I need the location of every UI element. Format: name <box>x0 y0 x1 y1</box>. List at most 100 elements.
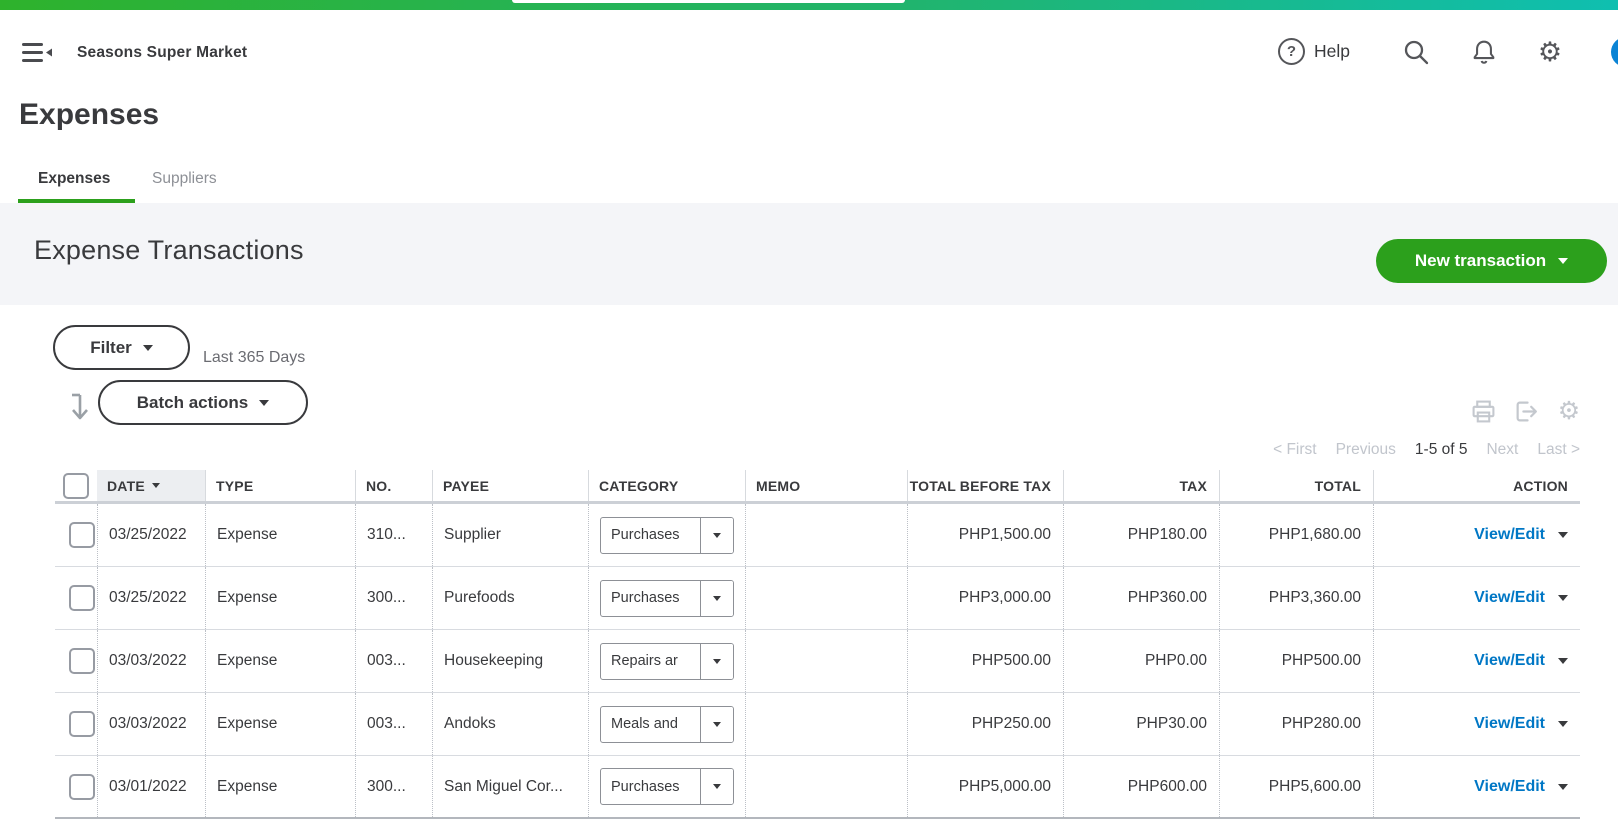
column-header-date[interactable]: DATE <box>97 470 205 501</box>
cell-tax: PHP30.00 <box>1063 693 1219 755</box>
page-title: Expenses <box>19 98 160 131</box>
table-row: 03/03/2022 Expense 003... Andoks Meals a… <box>55 693 1580 756</box>
category-dropdown-icon[interactable] <box>700 517 733 553</box>
cell-total: PHP5,600.00 <box>1219 756 1373 817</box>
pagination-last[interactable]: Last > <box>1537 441 1580 458</box>
expense-table: DATE TYPE NO. PAYEE CATEGORY MEMO TOTAL … <box>55 470 1580 819</box>
column-header-action: ACTION <box>1373 470 1580 501</box>
cell-memo <box>745 630 907 692</box>
category-value: Purchases <box>611 778 680 795</box>
category-value: Repairs ar <box>611 653 678 669</box>
category-value: Purchases <box>611 527 680 543</box>
category-value: Meals and <box>611 716 678 732</box>
view-edit-link[interactable]: View/Edit <box>1474 526 1545 543</box>
category-select[interactable]: Purchases <box>600 579 734 617</box>
action-dropdown-icon[interactable] <box>1558 658 1568 664</box>
table-row: 03/01/2022 Expense 300... San Miguel Cor… <box>55 756 1580 819</box>
cell-date: 03/25/2022 <box>97 567 205 629</box>
tab-bar: Expenses Suppliers <box>0 168 1618 203</box>
tab-suppliers[interactable]: Suppliers <box>152 170 217 187</box>
action-dropdown-icon[interactable] <box>1558 595 1568 601</box>
cell-tax: PHP600.00 <box>1063 756 1219 817</box>
print-icon[interactable] <box>1470 398 1496 424</box>
row-checkbox[interactable] <box>68 773 95 800</box>
view-edit-link[interactable]: View/Edit <box>1474 715 1545 732</box>
cell-total: PHP280.00 <box>1219 693 1373 755</box>
notifications-bell-icon[interactable] <box>1470 38 1498 66</box>
table-settings-gear-icon[interactable]: ⚙ <box>1557 396 1581 425</box>
column-header-tax: TAX <box>1063 470 1219 501</box>
cell-type: Expense <box>205 630 355 692</box>
category-select[interactable]: Purchases <box>600 516 734 554</box>
cell-total-before-tax: PHP5,000.00 <box>907 756 1063 817</box>
help-icon: ? <box>1278 38 1305 65</box>
row-checkbox[interactable] <box>68 711 95 737</box>
column-header-no: NO. <box>355 470 432 501</box>
cell-action: View/Edit <box>1373 756 1580 817</box>
avatar[interactable] <box>1611 37 1618 67</box>
chevron-down-icon <box>259 399 270 406</box>
category-select[interactable]: Purchases <box>600 768 734 805</box>
batch-actions-button[interactable]: Batch actions <box>98 380 308 425</box>
action-dropdown-icon[interactable] <box>1558 721 1568 727</box>
cell-memo <box>745 693 907 755</box>
export-icon[interactable] <box>1513 398 1539 424</box>
cell-type: Expense <box>205 504 355 566</box>
pagination-next[interactable]: Next <box>1486 441 1519 458</box>
filter-label: Filter <box>90 337 132 357</box>
view-edit-link[interactable]: View/Edit <box>1474 589 1545 606</box>
row-checkbox[interactable] <box>68 522 95 548</box>
category-select[interactable]: Repairs ar <box>600 642 734 680</box>
cell-no: 310... <box>355 504 432 566</box>
cell-date: 03/01/2022 <box>97 756 205 817</box>
pagination-previous[interactable]: Previous <box>1335 441 1396 458</box>
table-header-row: DATE TYPE NO. PAYEE CATEGORY MEMO TOTAL … <box>55 470 1580 504</box>
select-all-checkbox[interactable] <box>63 472 89 499</box>
cell-total-before-tax: PHP250.00 <box>907 693 1063 755</box>
cell-no: 003... <box>355 630 432 692</box>
topbar: Seasons Super Market ? Help ⚙ <box>0 10 1618 78</box>
cell-total-before-tax: PHP500.00 <box>907 630 1063 692</box>
cell-payee: San Miguel Cor... <box>432 756 588 817</box>
cell-payee: Andoks <box>432 693 588 755</box>
cell-type: Expense <box>205 693 355 755</box>
view-edit-link[interactable]: View/Edit <box>1474 652 1545 669</box>
row-checkbox[interactable] <box>68 648 95 674</box>
batch-actions-label: Batch actions <box>136 392 249 412</box>
section-title: Expense Transactions <box>34 235 304 265</box>
cell-total: PHP3,360.00 <box>1219 567 1373 629</box>
search-icon[interactable] <box>1402 38 1430 66</box>
new-transaction-label: New transaction <box>1414 251 1547 270</box>
filter-button[interactable]: Filter <box>53 325 190 370</box>
help-label: Help <box>1314 41 1350 61</box>
cell-total-before-tax: PHP3,000.00 <box>907 567 1063 629</box>
cell-date: 03/03/2022 <box>97 693 205 755</box>
category-value: Purchases <box>611 590 680 606</box>
action-dropdown-icon[interactable] <box>1558 783 1568 790</box>
table-tools: ⚙ <box>1470 398 1582 424</box>
category-dropdown-icon[interactable] <box>700 643 733 679</box>
category-select[interactable]: Meals and <box>600 705 734 743</box>
help-button[interactable]: ? Help <box>1278 38 1350 65</box>
column-header-type: TYPE <box>205 470 355 501</box>
category-dropdown-icon[interactable] <box>700 580 733 616</box>
new-transaction-button[interactable]: New transaction <box>1376 239 1607 283</box>
cell-payee: Supplier <box>432 504 588 566</box>
pagination-first[interactable]: < First <box>1273 441 1317 458</box>
cell-action: View/Edit <box>1373 504 1580 566</box>
action-dropdown-icon[interactable] <box>1558 532 1568 538</box>
tab-expenses[interactable]: Expenses <box>38 170 111 187</box>
settings-gear-icon[interactable]: ⚙ <box>1537 36 1563 67</box>
row-checkbox[interactable] <box>68 585 95 611</box>
cell-total-before-tax: PHP1,500.00 <box>907 504 1063 566</box>
column-header-total: TOTAL <box>1219 470 1373 501</box>
sort-down-arrow-icon[interactable] <box>68 392 92 422</box>
category-dropdown-icon[interactable] <box>700 769 733 804</box>
cell-payee: Housekeeping <box>432 630 588 692</box>
category-dropdown-icon[interactable] <box>700 706 733 742</box>
column-header-payee: PAYEE <box>432 470 588 501</box>
cell-total: PHP500.00 <box>1219 630 1373 692</box>
view-edit-link[interactable]: View/Edit <box>1474 777 1545 795</box>
column-header-total-before-tax: TOTAL BEFORE TAX <box>907 470 1063 501</box>
menu-toggle-icon[interactable] <box>22 42 52 64</box>
